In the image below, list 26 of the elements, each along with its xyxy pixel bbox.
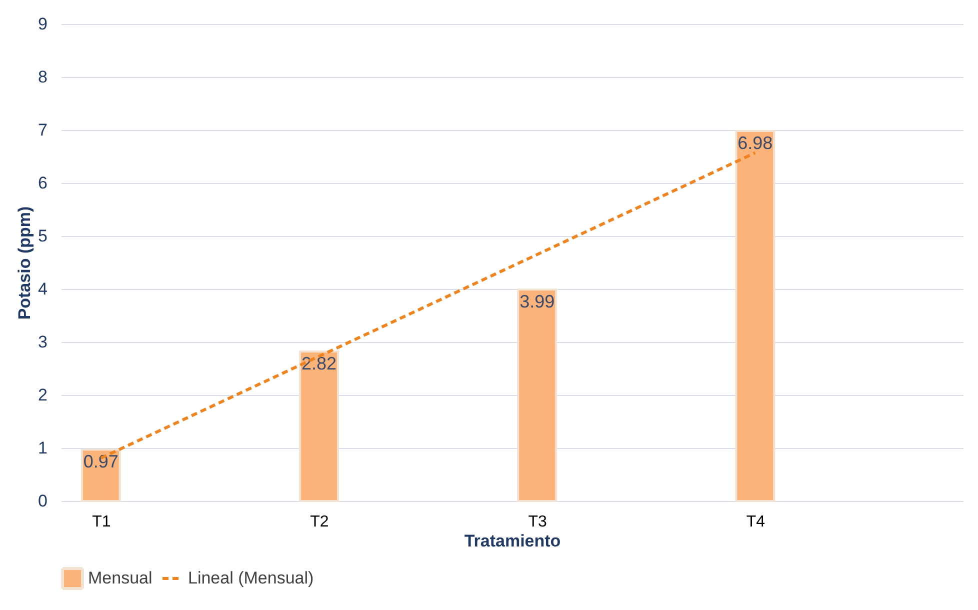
bar [517,288,558,502]
y-tick-label: 9 [38,14,48,34]
y-tick-label: 0 [38,492,48,510]
data-label: 2.82 [301,354,337,374]
x-tick-label: T4 [746,514,766,530]
bar [735,130,776,502]
data-label: 0.97 [83,452,118,472]
y-tick-label: 4 [38,280,48,298]
bar [298,350,339,502]
x-axis-title: Tratamiento [464,532,561,550]
x-tick-label: T2 [310,514,329,530]
y-tick-label: 6 [38,174,48,192]
bar [80,448,121,502]
y-tick-label: 3 [38,332,48,352]
x-tick-label: T3 [528,514,548,530]
x-tick-label: T1 [92,514,111,530]
y-axis-title: Potasio (ppm) [15,206,34,320]
data-label: 3.99 [520,292,555,312]
legend-label: Mensual [88,568,152,588]
legend-label: Lineal (Mensual) [188,568,314,588]
y-tick-label: 1 [38,438,48,458]
data-label: 6.98 [738,133,773,154]
y-tick-label: 7 [38,120,48,140]
y-tick-label: 5 [38,226,48,246]
y-tick-label: 8 [38,68,48,86]
y-tick-label: 2 [38,386,48,404]
